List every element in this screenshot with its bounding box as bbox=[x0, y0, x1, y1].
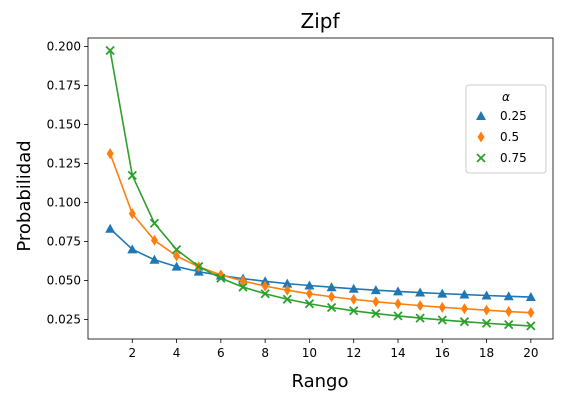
x-tick-label: 16 bbox=[435, 346, 450, 360]
series-0-25 bbox=[105, 224, 536, 301]
y-tick-label: 0.150 bbox=[47, 118, 81, 132]
x-tick-label: 10 bbox=[302, 346, 317, 360]
legend-title: α bbox=[502, 90, 510, 104]
legend-label: 0.25 bbox=[500, 109, 527, 123]
x-tick-label: 6 bbox=[217, 346, 225, 360]
y-tick-label: 0.125 bbox=[47, 157, 81, 171]
data-point bbox=[439, 302, 446, 313]
data-point bbox=[149, 255, 159, 264]
data-point bbox=[527, 307, 534, 318]
y-tick-label: 0.200 bbox=[47, 40, 81, 54]
y-tick-label: 0.025 bbox=[47, 313, 81, 327]
y-tick-label: 0.050 bbox=[47, 274, 81, 288]
data-point bbox=[461, 303, 468, 314]
data-point bbox=[417, 300, 424, 311]
legend-label: 0.5 bbox=[500, 130, 519, 144]
x-tick-label: 12 bbox=[346, 346, 361, 360]
x-tick-label: 20 bbox=[523, 346, 538, 360]
data-point bbox=[372, 296, 379, 307]
data-point bbox=[150, 219, 158, 227]
data-point bbox=[306, 288, 313, 299]
chart-title: Zipf bbox=[301, 9, 341, 33]
y-axis-title: Probabilidad bbox=[14, 140, 35, 251]
x-tick-label: 14 bbox=[390, 346, 405, 360]
legend-label: 0.75 bbox=[500, 151, 527, 165]
legend: α 0.25 0.5 0.75 bbox=[466, 85, 546, 173]
data-point bbox=[505, 306, 512, 317]
x-tick-label: 2 bbox=[128, 346, 136, 360]
plot-area: 2 4 6 8 10 12 14 16 18 20 0.025 0.050 0.075 0.100 0.12… bbox=[47, 38, 553, 360]
x-tick-label: 18 bbox=[479, 346, 494, 360]
data-point bbox=[328, 291, 335, 302]
y-tick-label: 0.075 bbox=[47, 235, 81, 249]
series-0-5 bbox=[107, 148, 535, 318]
series-line bbox=[110, 229, 531, 297]
series-line bbox=[110, 154, 531, 313]
y-tick-label: 0.100 bbox=[47, 196, 81, 210]
x-axis-title: Rango bbox=[292, 371, 349, 392]
data-point bbox=[105, 224, 115, 233]
data-point bbox=[350, 294, 357, 305]
x-tick-label: 4 bbox=[173, 346, 181, 360]
data-point bbox=[395, 298, 402, 309]
x-tick-label: 8 bbox=[261, 346, 269, 360]
data-point bbox=[107, 148, 114, 159]
data-point bbox=[483, 305, 490, 316]
plot-frame bbox=[88, 38, 553, 339]
y-tick-label: 0.175 bbox=[47, 79, 81, 93]
